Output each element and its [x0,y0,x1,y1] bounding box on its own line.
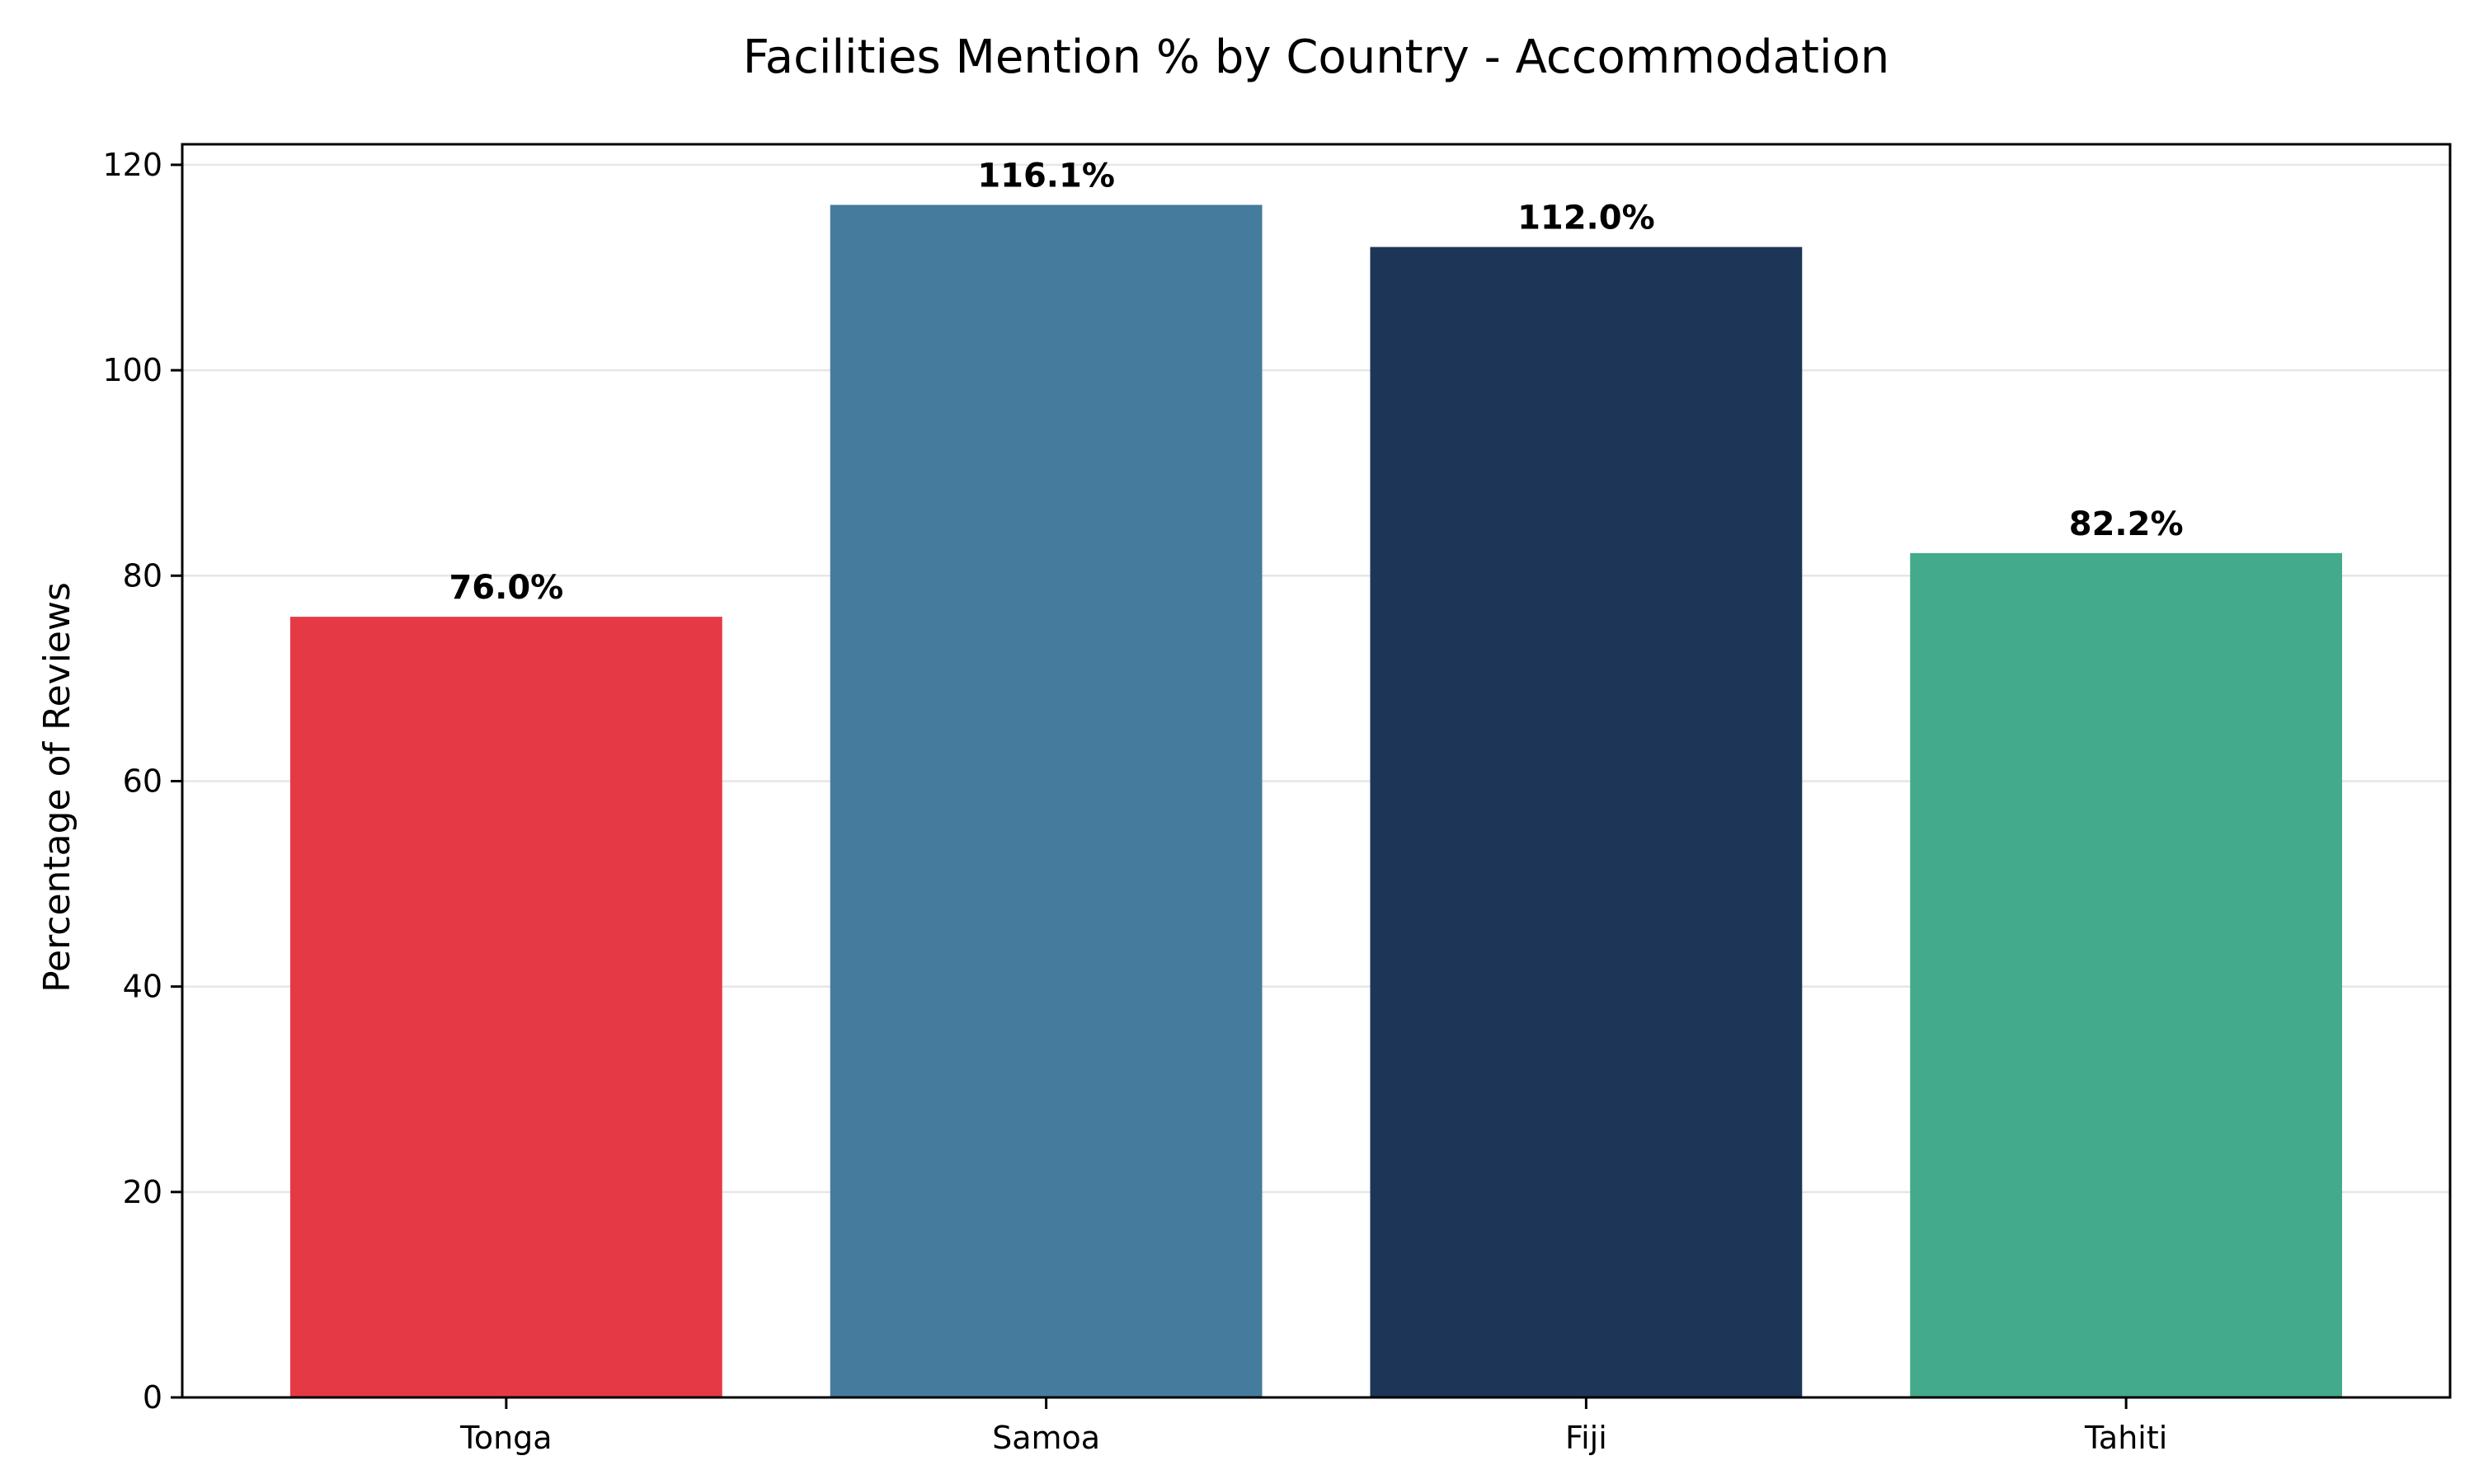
plot-area-frame [181,143,2452,1399]
y-tick-label: 100 [102,352,162,388]
data-label-fiji: 112.0% [1517,200,1655,237]
x-tick-label-fiji: Fiji [1565,1420,1607,1456]
bar-tonga [289,617,722,1397]
y-tick-label: 80 [123,557,162,594]
data-label-samoa: 116.1% [977,157,1115,195]
bars [289,204,2343,1398]
y-tick-label: 120 [102,147,162,183]
x-tick-label-tonga: Tonga [459,1420,553,1456]
y-tick-label: 60 [123,763,162,799]
data-label-tahiti: 82.2% [2069,505,2184,543]
y-tick-label: 20 [123,1174,162,1210]
data-label-tonga: 76.0% [449,569,563,607]
y-tick-label: 40 [123,969,162,1005]
y-axis-label: Percentage of Reviews [36,582,78,993]
y-axis: 0 20 40 60 80 100 120 [102,147,182,1416]
bar-fiji [1370,247,1803,1398]
x-axis: Tonga Samoa Fiji Tahiti [459,1397,2167,1456]
chart-title: Facilities Mention % by Country - Accomm… [743,31,1890,84]
bar-tahiti [1910,552,2343,1397]
y-tick-label: 0 [143,1379,162,1416]
data-labels: 76.0% 116.1% 112.0% 82.2% [449,157,2183,608]
x-tick-label-samoa: Samoa [992,1420,1100,1456]
bar-samoa [830,204,1263,1398]
x-tick-label-tahiti: Tahiti [2084,1420,2167,1456]
